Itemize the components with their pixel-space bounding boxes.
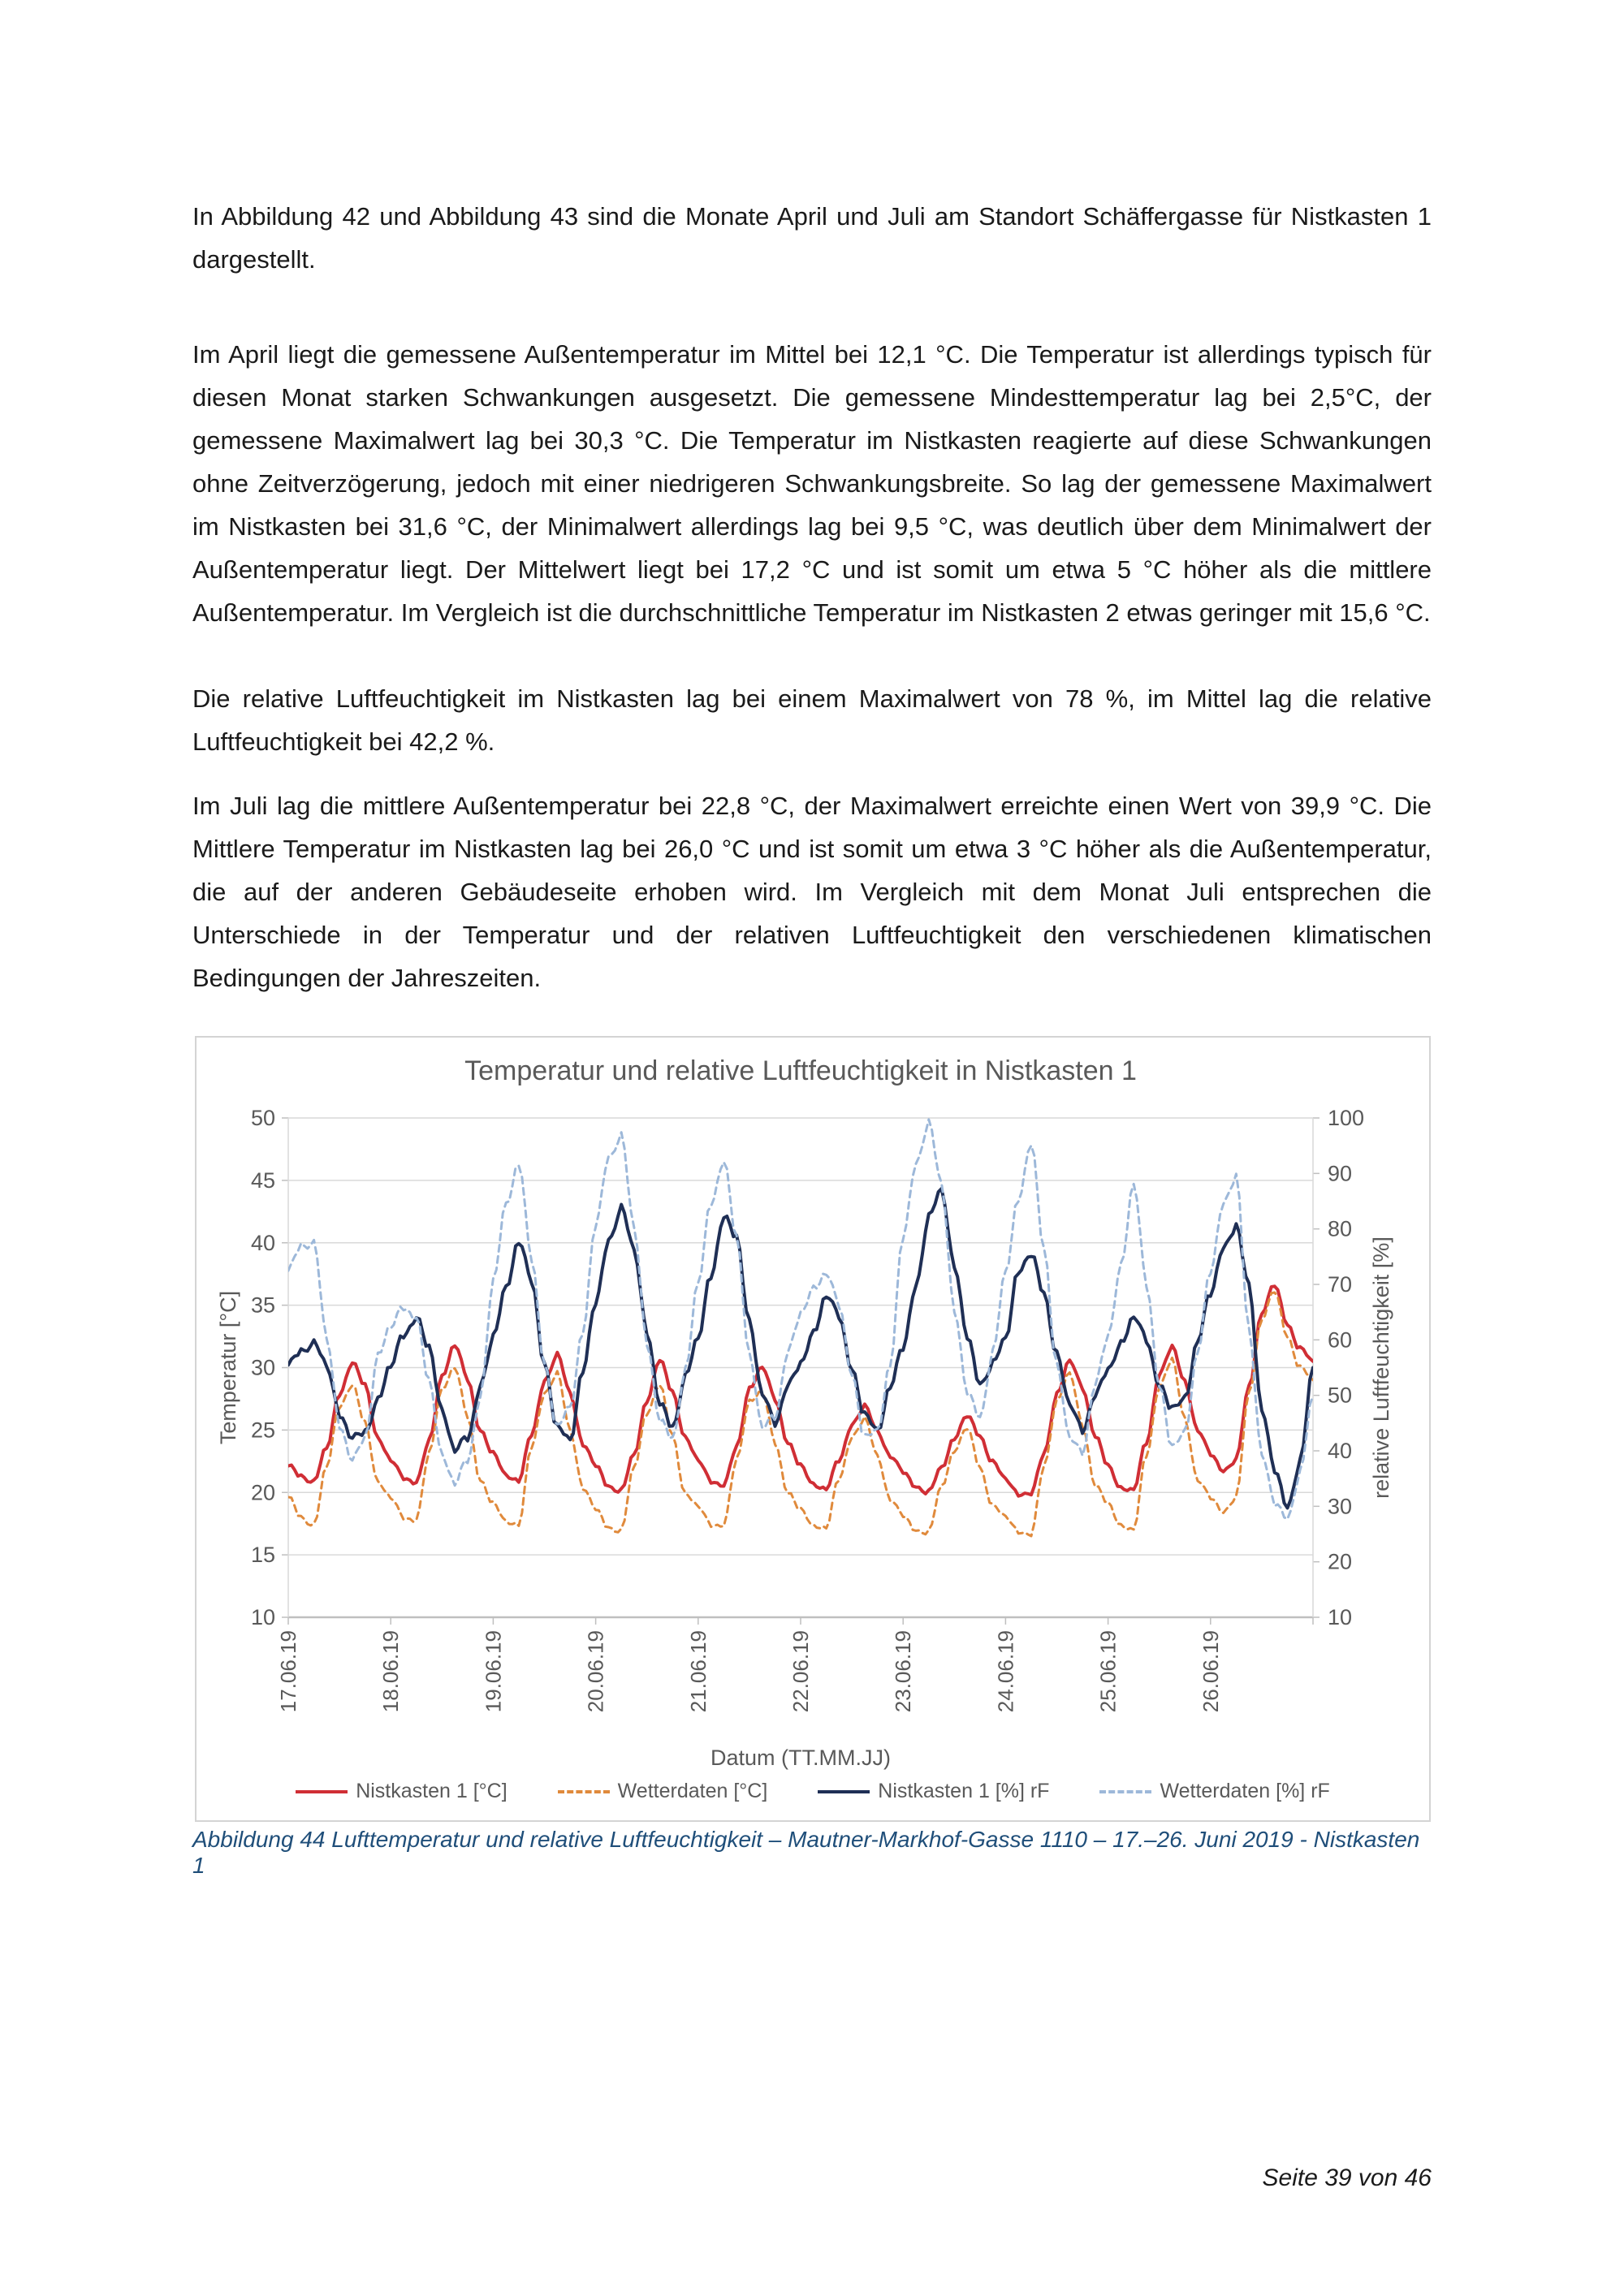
y-right-tick-label: 70 (1328, 1272, 1352, 1297)
legend-line-swatch (296, 1789, 348, 1793)
legend-label: Nistkasten 1 [%] rF (878, 1780, 1050, 1802)
y-left-tick-label: 35 (251, 1293, 275, 1318)
x-tick-label: 17.06.19 (276, 1630, 300, 1712)
y-right-tick-label: 60 (1328, 1327, 1352, 1352)
y-left-tick-label: 30 (251, 1356, 275, 1380)
series-line-4 (288, 1118, 1313, 1521)
y-left-tick-label: 15 (251, 1543, 275, 1567)
legend-line-swatch (1099, 1789, 1152, 1793)
x-tick-label: 21.06.19 (686, 1630, 710, 1712)
y-left-tick-label: 10 (251, 1605, 275, 1629)
legend-item: Nistkasten 1 [%] rF (818, 1780, 1049, 1803)
y-right-tick-label: 90 (1328, 1161, 1352, 1185)
legend-item: Nistkasten 1 [°C] (296, 1780, 508, 1803)
paragraph-humidity: Die relative Luftfeuchtigkeit im Nistkas… (192, 684, 1432, 756)
series-line-1 (288, 1284, 1313, 1498)
chart-plot-area: 5045403530252015101009080706050403020101… (216, 1106, 1393, 1712)
page-number: Seite 39 von 46 (1262, 2164, 1432, 2191)
y-left-tick-label: 45 (251, 1168, 275, 1193)
legend-label: Wetterdaten [%] rF (1160, 1780, 1330, 1802)
legend-item: Wetterdaten [°C] (557, 1780, 768, 1803)
y-right-tick-label: 40 (1328, 1439, 1352, 1463)
x-tick-label: 26.06.19 (1199, 1630, 1223, 1712)
y-left-tick-label: 20 (251, 1480, 275, 1504)
legend-line-swatch (818, 1789, 870, 1793)
figure-caption: Abbildung 44 Lufttemperatur und relative… (192, 1827, 1420, 1878)
paragraph-april: Im April liegt die gemessene Außentemper… (192, 340, 1432, 627)
x-tick-label: 19.06.19 (481, 1630, 505, 1712)
series-line-2 (288, 1291, 1313, 1538)
legend-item: Wetterdaten [%] rF (1099, 1780, 1330, 1803)
legend-line-swatch (557, 1789, 610, 1793)
paragraph-juli: Im Juli lag die mittlere Außentemperatur… (192, 792, 1432, 992)
chart-legend: Nistkasten 1 [°C] Wetterdaten [°C] Nistkas… (197, 1780, 1429, 1803)
x-tick-label: 23.06.19 (891, 1630, 915, 1712)
y-right-tick-label: 30 (1328, 1494, 1352, 1518)
chart-title: Temperatur und relative Luftfeuchtigkeit… (464, 1055, 1137, 1086)
x-tick-label: 25.06.19 (1096, 1630, 1121, 1712)
x-tick-label: 24.06.19 (993, 1630, 1017, 1712)
chart-figure: Temperatur und relative Luftfeuchtigkeit… (195, 1036, 1431, 1822)
x-axis-title: Datum (TT.MM.JJ) (710, 1746, 891, 1770)
y-left-tick-label: 50 (251, 1106, 275, 1130)
y-left-tick-label: 25 (251, 1418, 275, 1442)
y-right-tick-label: 10 (1328, 1605, 1352, 1629)
y-left-tick-label: 40 (251, 1231, 275, 1255)
y-right-tick-label: 80 (1328, 1217, 1352, 1241)
y-right-tick-label: 50 (1328, 1383, 1352, 1408)
legend-label: Wetterdaten [°C] (617, 1780, 768, 1802)
y-right-tick-label: 20 (1328, 1550, 1352, 1574)
x-tick-label: 22.06.19 (788, 1630, 813, 1712)
paragraph-intro: In Abbildung 42 und Abbildung 43 sind di… (192, 202, 1432, 274)
series-line-3 (288, 1187, 1313, 1510)
y-left-axis-title: Temperatur [°C] (216, 1291, 240, 1444)
x-tick-label: 18.06.19 (378, 1630, 403, 1712)
y-right-axis-title: relative Luftfeuchtigkeit [%] (1369, 1236, 1393, 1499)
legend-label: Nistkasten 1 [°C] (356, 1780, 508, 1802)
x-tick-label: 20.06.19 (584, 1630, 608, 1712)
y-right-tick-label: 100 (1328, 1106, 1364, 1130)
